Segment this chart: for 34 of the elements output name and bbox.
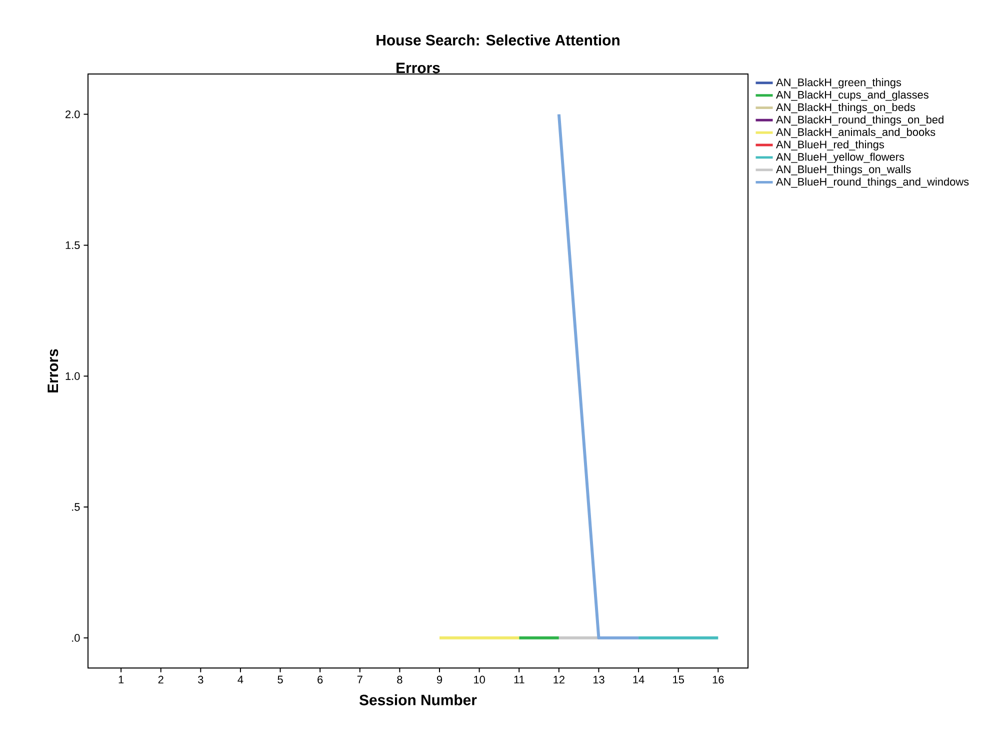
chart-subtitle: Errors (396, 62, 440, 74)
legend-label: AN_BlackH_cups_and_glasses (776, 90, 928, 101)
x-tick-label: 4 (238, 676, 244, 684)
legend-label: AN_BlackH_round_things_on_bed (776, 115, 944, 126)
x-tick-label: 8 (397, 676, 402, 684)
y-tick-label: .0 (72, 634, 80, 642)
y-tick-label: 1.0 (66, 372, 80, 380)
y-axis-title: Errors (48, 349, 58, 392)
x-tick-label: 15 (673, 676, 684, 684)
x-tick-label: 16 (712, 676, 724, 684)
legend-label: AN_BlueH_red_things (776, 140, 884, 151)
x-tick-label: 14 (633, 676, 644, 684)
x-tick-label: 6 (318, 676, 323, 684)
y-tick-label: .5 (72, 503, 80, 511)
legend-label: AN_BlackH_things_on_beds (776, 103, 916, 114)
x-tick-label: 10 (474, 676, 485, 684)
x-axis-title: Session Number (359, 694, 477, 706)
legend-label: AN_BlueH_yellow_flowers (776, 152, 904, 163)
x-tick-label: 13 (593, 676, 604, 684)
legend-label: AN_BlackH_animals_and_books (776, 128, 936, 138)
x-tick-label: 9 (436, 676, 442, 684)
x-tick-label: 12 (554, 676, 564, 684)
x-tick-label: 1 (118, 676, 124, 684)
x-tick-label: 5 (278, 676, 283, 684)
legend-label: AN_BlackH_green_things (776, 78, 902, 88)
y-tick-label: 2.0 (66, 110, 80, 118)
x-tick-label: 2 (158, 676, 164, 684)
y-tick-label: 1.5 (66, 241, 80, 250)
legend-label: AN_BlueH_round_things_and_windows (776, 178, 969, 188)
x-tick-label: 3 (198, 676, 204, 684)
x-tick-label: 7 (357, 676, 362, 684)
x-tick-label: 11 (514, 676, 524, 684)
chart-title: House Search: Selective Attention (376, 34, 620, 46)
legend-label: AN_BlueH_things_on_walls (776, 165, 911, 176)
